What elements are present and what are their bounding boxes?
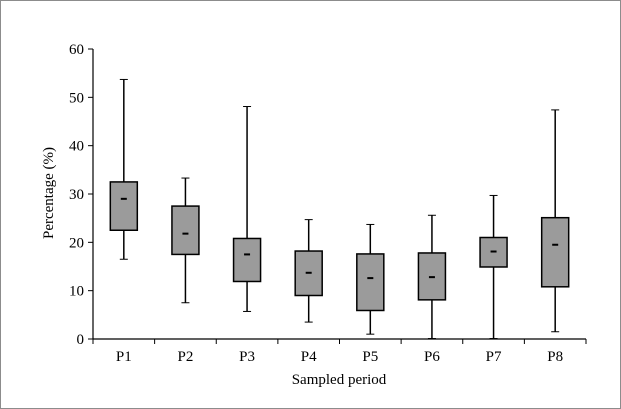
box-p8 bbox=[540, 216, 570, 288]
y-tick-label: 10 bbox=[69, 284, 84, 300]
x-tick-label: P7 bbox=[486, 349, 502, 365]
x-tick-label: P2 bbox=[178, 349, 194, 365]
x-tick-label: P3 bbox=[239, 349, 255, 365]
y-tick-label: 0 bbox=[77, 332, 85, 348]
box-p1 bbox=[109, 181, 139, 232]
box-p3 bbox=[232, 237, 262, 283]
x-tick-label: P5 bbox=[362, 349, 378, 365]
x-tick-label: P4 bbox=[301, 349, 317, 365]
x-axis-title: Sampled period bbox=[292, 372, 387, 388]
box-p5 bbox=[356, 253, 385, 312]
plot-area: 0 10 20 30 40 50 60 P1 P2 P3 P4 P5 P6 P7 P8 bbox=[69, 42, 587, 365]
y-tick-label: 20 bbox=[69, 235, 84, 251]
y-axis-title: Percentage (%) bbox=[41, 147, 57, 239]
x-tick-label: P6 bbox=[424, 349, 440, 365]
y-tick-label: 30 bbox=[69, 187, 84, 203]
y-tick-label: 50 bbox=[69, 90, 84, 106]
x-tick-label: P1 bbox=[116, 349, 132, 365]
box-p7 bbox=[479, 236, 508, 268]
y-tick-label: 60 bbox=[69, 42, 84, 58]
y-tick-label: 40 bbox=[69, 139, 84, 155]
x-tick-label: P8 bbox=[547, 349, 563, 365]
box-p2 bbox=[171, 205, 200, 256]
